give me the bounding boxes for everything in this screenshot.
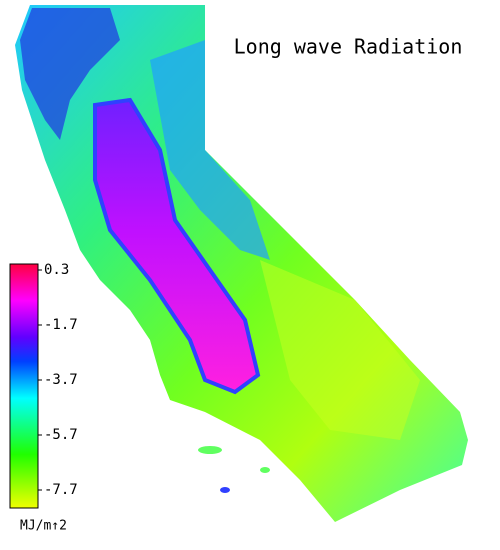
southern-desert bbox=[260, 260, 420, 440]
legend-unit: MJ/m↑2 bbox=[20, 519, 67, 534]
island bbox=[260, 467, 270, 473]
tick-label: -3.7 bbox=[44, 372, 78, 388]
island bbox=[220, 487, 230, 493]
central-valley bbox=[93, 97, 261, 395]
map-title: Long wave Radiation bbox=[234, 35, 463, 59]
tick-label: -1.7 bbox=[44, 317, 78, 333]
color-legend: MJ/m↑2 bbox=[9, 263, 67, 534]
island bbox=[198, 446, 222, 454]
color-bar bbox=[9, 263, 39, 509]
state-shape bbox=[15, 5, 468, 522]
tick-label: -5.7 bbox=[44, 427, 78, 443]
north-coast-blue bbox=[20, 8, 120, 140]
sierra-band bbox=[150, 40, 270, 260]
california-map bbox=[15, 5, 468, 522]
tick-label: -7.7 bbox=[44, 482, 78, 498]
tick-label: 0.3 bbox=[44, 262, 69, 278]
